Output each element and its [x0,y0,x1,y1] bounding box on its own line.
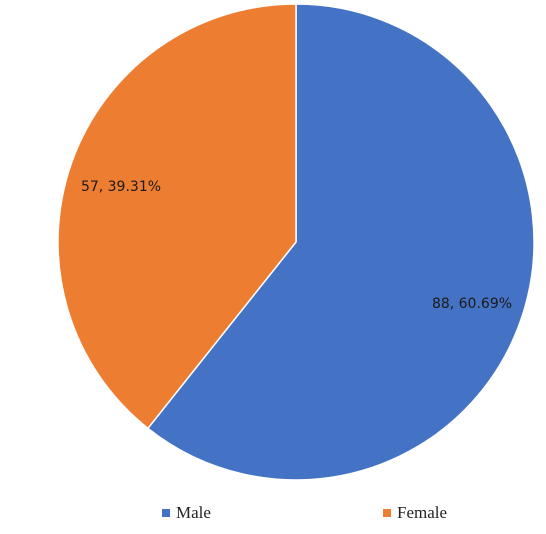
pie-slice-male [146,3,535,481]
pie-slice-female [57,3,297,430]
legend-swatch-female [383,509,391,517]
legend-item-female: Female [383,503,447,523]
pie-slices [57,3,535,481]
legend: Male Female [0,503,546,529]
legend-item-male: Male [162,503,211,523]
legend-swatch-male [162,509,170,517]
pie-data-labels: 88, 60.69% 57, 39.31% [81,179,512,312]
data-label-female: 57, 39.31% [81,179,161,195]
legend-label-male: Male [176,503,211,522]
data-label-male: 88, 60.69% [432,296,512,312]
legend-label-female: Female [397,503,448,522]
